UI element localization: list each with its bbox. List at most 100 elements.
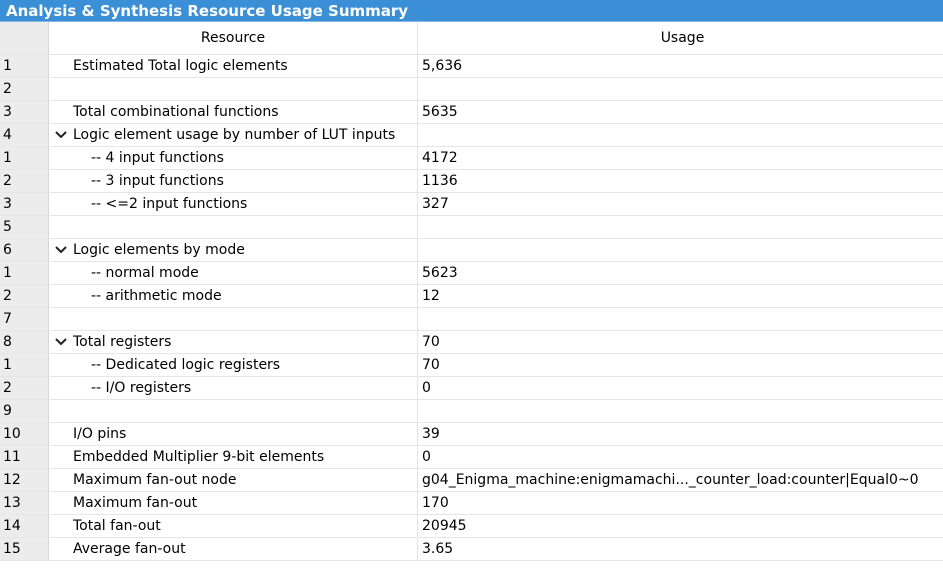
row-number: 2 [0, 78, 49, 100]
row-number-header [0, 22, 49, 54]
row-number: 3 [0, 101, 49, 123]
resource-label: -- normal mode [91, 265, 199, 281]
usage-value: 3.65 [422, 541, 454, 557]
usage-value: 170 [422, 495, 449, 511]
usage-value: 39 [422, 426, 440, 442]
row-number: 1 [0, 147, 49, 169]
resource-cell [49, 216, 418, 238]
usage-value: 5635 [422, 104, 458, 120]
usage-value: 20945 [422, 518, 467, 534]
table-row[interactable]: 13 Maximum fan-out 170 [0, 492, 943, 515]
usage-value: 0 [422, 380, 431, 396]
row-number: 2 [0, 377, 49, 399]
resource-cell: -- 3 input functions [49, 170, 418, 192]
resource-label: Logic elements by mode [73, 242, 245, 258]
row-number: 1 [0, 55, 49, 77]
resource-usage-table: Resource Usage 1 Estimated Total logic el… [0, 22, 943, 561]
resource-label: -- 4 input functions [91, 150, 224, 166]
resource-label: -- Dedicated logic registers [91, 357, 281, 373]
resource-cell: Total combinational functions [49, 101, 418, 123]
resource-label: -- arithmetic mode [91, 288, 222, 304]
row-number: 2 [0, 285, 49, 307]
table-row[interactable]: 1 -- Dedicated logic registers 70 [0, 354, 943, 377]
resource-column-header[interactable]: Resource [49, 22, 418, 54]
usage-value: 5,636 [422, 58, 463, 74]
usage-value: 327 [422, 196, 449, 212]
table-row[interactable]: 4 Logic element usage by number of LUT in… [0, 124, 943, 147]
resource-label: Total registers [73, 334, 172, 350]
table-row[interactable]: 2 -- 3 input functions 1136 [0, 170, 943, 193]
resource-label: Average fan-out [73, 541, 186, 557]
table-row[interactable]: 5 [0, 216, 943, 239]
table-row[interactable]: 2 [0, 78, 943, 101]
chevron-down-icon[interactable] [54, 239, 68, 261]
resource-cell: -- arithmetic mode [49, 285, 418, 307]
panel-title: Analysis & Synthesis Resource Usage Summ… [0, 0, 943, 22]
row-number: 9 [0, 400, 49, 422]
row-number: 12 [0, 469, 49, 491]
table-row[interactable]: 11 Embedded Multiplier 9-bit elements 0 [0, 446, 943, 469]
table-row[interactable]: 7 [0, 308, 943, 331]
usage-value: 0 [422, 449, 431, 465]
resource-cell: Embedded Multiplier 9-bit elements [49, 446, 418, 468]
row-number: 6 [0, 239, 49, 261]
table-row[interactable]: 6 Logic elements by mode [0, 239, 943, 262]
row-number: 14 [0, 515, 49, 537]
table-row[interactable]: 9 [0, 400, 943, 423]
usage-value: 12 [422, 288, 440, 304]
row-number: 1 [0, 354, 49, 376]
row-number: 7 [0, 308, 49, 330]
resource-cell: Logic element usage by number of LUT inp… [49, 124, 418, 146]
table-row[interactable]: 1 Estimated Total logic elements 5,636 [0, 55, 943, 78]
resource-cell: Maximum fan-out node [49, 469, 418, 491]
usage-value [418, 216, 943, 238]
table-row[interactable]: 15 Average fan-out 3.65 [0, 538, 943, 561]
resource-cell [49, 400, 418, 422]
resource-label: Maximum fan-out [73, 495, 198, 511]
table-row[interactable]: 10 I/O pins 39 [0, 423, 943, 446]
resource-cell: Estimated Total logic elements [49, 55, 418, 77]
usage-column-header[interactable]: Usage [660, 30, 705, 46]
table-row[interactable]: 2 -- arithmetic mode 12 [0, 285, 943, 308]
chevron-down-icon[interactable] [54, 331, 68, 353]
table-row[interactable]: 12 Maximum fan-out node g04_Enigma_machine… [0, 469, 943, 492]
row-number: 2 [0, 170, 49, 192]
row-number: 8 [0, 331, 49, 353]
resource-cell: Total fan-out [49, 515, 418, 537]
resource-label: Maximum fan-out node [73, 472, 237, 488]
usage-value: 1136 [422, 173, 458, 189]
table-row[interactable]: 1 -- normal mode 5623 [0, 262, 943, 285]
table-row[interactable]: 1 -- 4 input functions 4172 [0, 147, 943, 170]
resource-cell [49, 78, 418, 100]
table-body: 1 Estimated Total logic elements 5,636 2 3 To… [0, 55, 943, 561]
row-number: 1 [0, 262, 49, 284]
chevron-down-icon[interactable] [54, 124, 68, 146]
row-number: 10 [0, 423, 49, 445]
resource-cell: Total registers [49, 331, 418, 353]
table-header: Resource Usage [0, 22, 943, 55]
usage-value [418, 400, 943, 422]
row-number: 11 [0, 446, 49, 468]
resource-cell: -- 4 input functions [49, 147, 418, 169]
resource-cell: -- normal mode [49, 262, 418, 284]
row-number: 15 [0, 538, 49, 560]
usage-value [418, 124, 943, 146]
usage-value: g04_Enigma_machine:enigmamachi..._counte… [422, 472, 919, 488]
table-row[interactable]: 3 Total combinational functions 5635 [0, 101, 943, 124]
row-number: 5 [0, 216, 49, 238]
resource-cell [49, 308, 418, 330]
usage-value [418, 308, 943, 330]
resource-cell: -- I/O registers [49, 377, 418, 399]
row-number: 4 [0, 124, 49, 146]
table-row[interactable]: 14 Total fan-out 20945 [0, 515, 943, 538]
table-row[interactable]: 3 -- <=2 input functions 327 [0, 193, 943, 216]
usage-value: 70 [422, 334, 440, 350]
usage-value [418, 78, 943, 100]
table-row[interactable]: 2 -- I/O registers 0 [0, 377, 943, 400]
resource-cell: -- Dedicated logic registers [49, 354, 418, 376]
resource-cell: Logic elements by mode [49, 239, 418, 261]
table-row[interactable]: 8 Total registers 70 [0, 331, 943, 354]
resource-label: Logic element usage by number of LUT inp… [73, 127, 396, 143]
usage-value: 70 [422, 357, 440, 373]
row-number: 13 [0, 492, 49, 514]
